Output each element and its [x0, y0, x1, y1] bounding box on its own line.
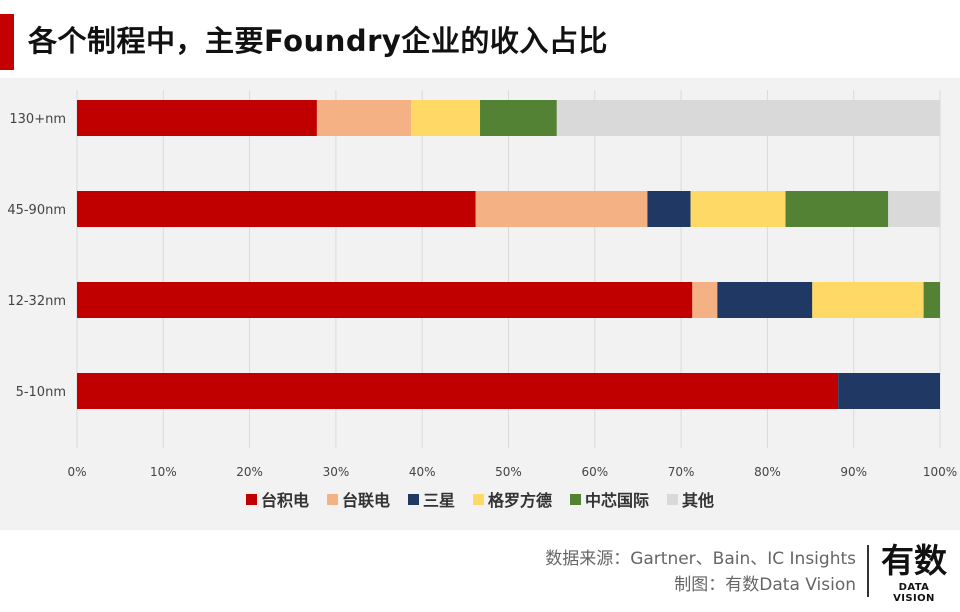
legend-swatch — [667, 493, 679, 505]
legend-item: 中芯国际 — [570, 487, 649, 511]
stacked-bar-chart: 0% 10% 20% 30% 40% 50% 60% 70% 80% 90% 100% 130+nm 4… — [7, 90, 957, 479]
x-tick-label: 30% — [323, 465, 350, 479]
bar-segment — [475, 191, 648, 227]
legend-label: 台联电 — [341, 491, 390, 510]
bar-segment — [785, 191, 889, 227]
legend-label: 台积电 — [260, 491, 309, 510]
brand-logo: 有数 DATA VISION — [876, 540, 952, 604]
bar-segment — [717, 282, 813, 318]
legend-label: 三星 — [422, 491, 455, 510]
bar-segment — [888, 191, 940, 227]
x-tick-label: 90% — [840, 465, 867, 479]
bar-segment — [410, 100, 481, 136]
y-category-label: 45-90nm — [7, 203, 66, 218]
footer: 数据来源：Gartner、Bain、IC Insights 制图：有数Data … — [545, 546, 856, 598]
x-tick-label: 10% — [150, 465, 177, 479]
bar-segment — [480, 100, 557, 136]
bar-segment — [647, 191, 691, 227]
legend-item: 格罗方德 — [473, 487, 552, 511]
bar-segment — [77, 191, 476, 227]
bar-segment — [316, 100, 411, 136]
chart-panel: 0% 10% 20% 30% 40% 50% 60% 70% 80% 90% 100% 130+nm 4… — [0, 78, 960, 530]
legend-label: 格罗方德 — [488, 491, 553, 510]
bar-segment — [77, 373, 839, 409]
legend-item: 台联电 — [326, 487, 390, 511]
logo-divider — [867, 545, 869, 597]
source-note: 数据来源：Gartner、Bain、IC Insights — [545, 549, 856, 569]
chart-legend: 台积电 台联电 三星 格罗方德 中芯国际 其他 — [0, 487, 960, 511]
legend-swatch — [407, 493, 419, 505]
x-tick-label: 50% — [495, 465, 522, 479]
y-category-label: 130+nm — [9, 112, 66, 127]
bar-segment — [77, 282, 693, 318]
bar-segment — [838, 373, 940, 409]
legend-label: 其他 — [682, 491, 715, 510]
x-tick-label: 100% — [923, 465, 957, 479]
bar-segment — [812, 282, 924, 318]
bar-segment — [556, 100, 940, 136]
chart-title: 各个制程中，主要Foundry企业的收入占比 — [28, 24, 608, 58]
x-tick-label: 20% — [236, 465, 263, 479]
legend-item: 三星 — [407, 487, 455, 511]
x-tick-label: 40% — [409, 465, 436, 479]
legend-swatch — [245, 493, 257, 505]
bar-segment — [692, 282, 718, 318]
y-category-label: 12-32nm — [7, 294, 66, 309]
x-tick-label: 60% — [581, 465, 608, 479]
legend-swatch — [326, 493, 338, 505]
legend-swatch — [473, 493, 484, 505]
legend-swatch — [570, 493, 582, 505]
legend-label: 中芯国际 — [585, 491, 650, 510]
legend-item: 台积电 — [245, 487, 309, 511]
bar-segment — [923, 282, 940, 318]
logo-text-en: DATA VISION — [893, 582, 935, 604]
legend-item: 其他 — [667, 487, 714, 511]
logo-text-cn: 有数 — [881, 541, 947, 580]
credit-note: 制图：有数Data Vision — [674, 575, 856, 595]
bar-segment — [77, 100, 317, 136]
bar-segment — [690, 191, 786, 227]
x-tick-label: 70% — [668, 465, 695, 479]
x-tick-label: 80% — [754, 465, 781, 479]
title-accent-bar — [0, 14, 14, 70]
y-category-label: 5-10nm — [16, 385, 66, 400]
x-tick-label: 0% — [67, 465, 86, 479]
